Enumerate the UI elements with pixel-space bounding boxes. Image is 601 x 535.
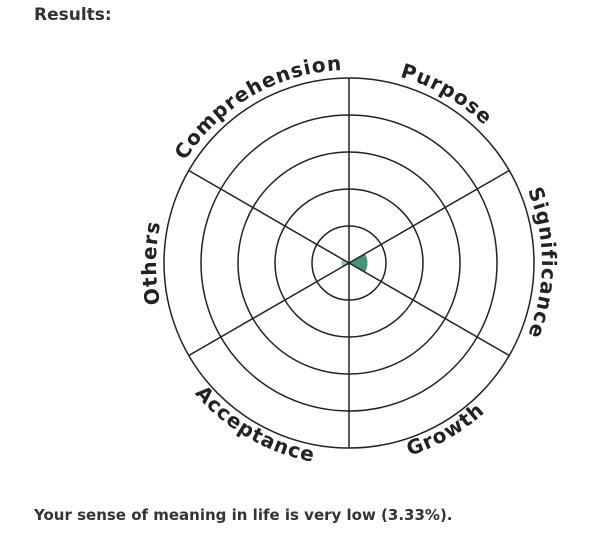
- category-label-path: Comprehension: [169, 51, 342, 164]
- category-label: Comprehension: [169, 51, 343, 164]
- chart: Purpose Significance Growth Acceptance Other…: [137, 51, 561, 467]
- category-label-path: Others: [137, 219, 164, 307]
- spoke: [188, 169, 350, 264]
- heading: Results:: [34, 5, 112, 25]
- category-label-path: Acceptance: [191, 381, 317, 467]
- spoke: [348, 262, 510, 357]
- category-label-path: Growth: [403, 397, 488, 460]
- wedge: [341, 259, 349, 267]
- spoke: [188, 262, 350, 357]
- category-label: Acceptance: [191, 381, 318, 467]
- wedge: [349, 253, 368, 273]
- spoke: [348, 169, 510, 264]
- category-label: Purpose: [398, 59, 498, 130]
- category-label-path: Purpose: [398, 59, 497, 130]
- category-label: Significance: [523, 184, 561, 343]
- category-label: Others: [137, 219, 165, 307]
- summary: Your sense of meaning in life is very lo…: [34, 506, 453, 524]
- category-label-path: Significance: [523, 184, 560, 343]
- category-label: Growth: [403, 397, 489, 460]
